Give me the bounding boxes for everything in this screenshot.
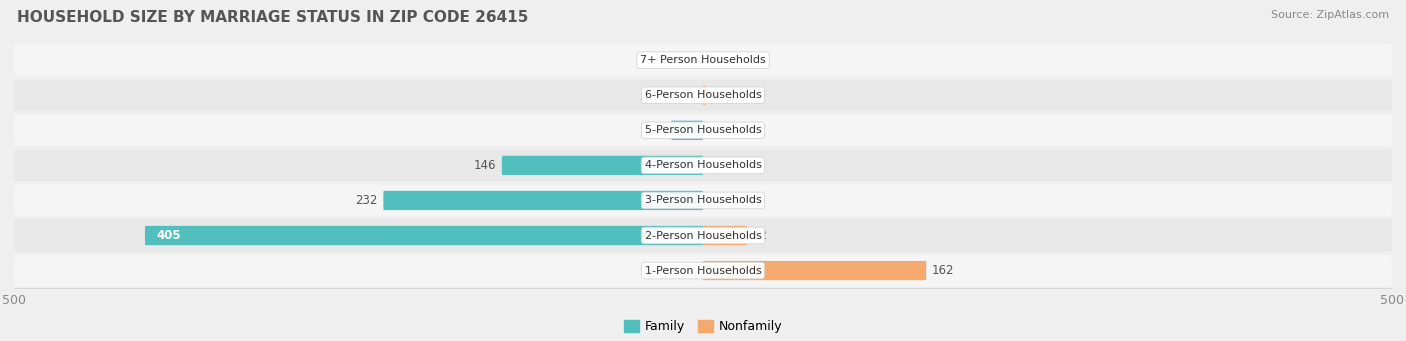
FancyBboxPatch shape — [502, 156, 703, 175]
Text: 0: 0 — [690, 54, 697, 67]
FancyBboxPatch shape — [703, 86, 706, 105]
Text: 2-Person Households: 2-Person Households — [644, 231, 762, 240]
Text: 6-Person Households: 6-Person Households — [644, 90, 762, 100]
Text: 0: 0 — [709, 159, 716, 172]
FancyBboxPatch shape — [703, 226, 747, 245]
Text: Source: ZipAtlas.com: Source: ZipAtlas.com — [1271, 10, 1389, 20]
Text: 232: 232 — [356, 194, 378, 207]
Text: 0: 0 — [709, 194, 716, 207]
Text: 0: 0 — [690, 264, 697, 277]
Text: 0: 0 — [690, 89, 697, 102]
FancyBboxPatch shape — [145, 226, 703, 245]
FancyBboxPatch shape — [14, 185, 1392, 216]
FancyBboxPatch shape — [14, 150, 1392, 181]
Text: 7+ Person Households: 7+ Person Households — [640, 55, 766, 65]
FancyBboxPatch shape — [14, 220, 1392, 251]
Text: 146: 146 — [474, 159, 496, 172]
Text: 405: 405 — [156, 229, 180, 242]
FancyBboxPatch shape — [703, 261, 927, 280]
Text: 32: 32 — [752, 229, 768, 242]
FancyBboxPatch shape — [14, 79, 1392, 111]
Text: 5-Person Households: 5-Person Households — [644, 125, 762, 135]
Text: 0: 0 — [709, 54, 716, 67]
Text: HOUSEHOLD SIZE BY MARRIAGE STATUS IN ZIP CODE 26415: HOUSEHOLD SIZE BY MARRIAGE STATUS IN ZIP… — [17, 10, 529, 25]
FancyBboxPatch shape — [14, 44, 1392, 76]
Text: 0: 0 — [709, 124, 716, 137]
Legend: Family, Nonfamily: Family, Nonfamily — [619, 315, 787, 338]
Text: 1-Person Households: 1-Person Households — [644, 266, 762, 276]
Text: 2: 2 — [711, 89, 718, 102]
FancyBboxPatch shape — [671, 121, 703, 140]
FancyBboxPatch shape — [14, 255, 1392, 286]
Text: 4-Person Households: 4-Person Households — [644, 160, 762, 170]
FancyBboxPatch shape — [14, 115, 1392, 146]
Text: 23: 23 — [651, 124, 666, 137]
FancyBboxPatch shape — [384, 191, 703, 210]
Text: 3-Person Households: 3-Person Households — [644, 195, 762, 205]
Text: 162: 162 — [932, 264, 955, 277]
